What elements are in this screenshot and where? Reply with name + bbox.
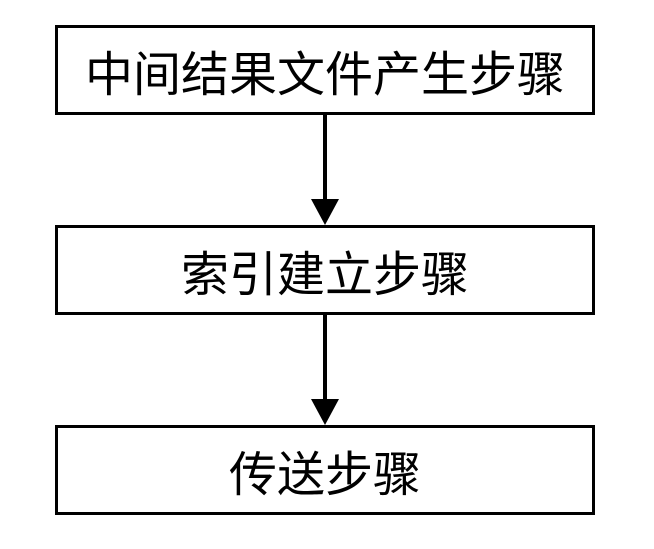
flow-arrow-line [323,315,327,399]
flow-arrow-head-icon [311,199,339,225]
flow-node-index-build: 索引建立步骤 [55,225,595,315]
flow-arrow-line [323,115,327,199]
flow-node-label: 中间结果文件产生步骤 [85,35,565,105]
flow-node-label: 索引建立步骤 [181,235,469,305]
flow-arrow-head-icon [311,399,339,425]
flow-node-label: 传送步骤 [229,435,421,505]
flow-node-transfer: 传送步骤 [55,425,595,515]
flow-node-intermediate-result: 中间结果文件产生步骤 [55,25,595,115]
flowchart-canvas: 中间结果文件产生步骤 索引建立步骤 传送步骤 [0,0,654,549]
